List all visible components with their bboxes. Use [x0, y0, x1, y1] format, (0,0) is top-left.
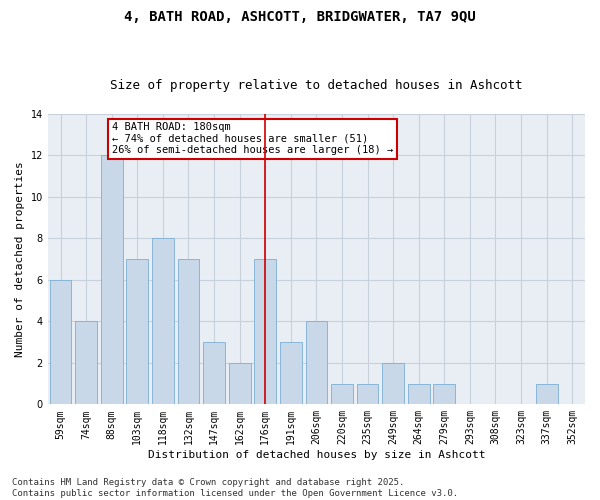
Bar [356, 384, 379, 404]
Y-axis label: Number of detached properties: Number of detached properties [15, 162, 25, 357]
Bar [101, 156, 122, 404]
Text: 4 BATH ROAD: 180sqm
← 74% of detached houses are smaller (51)
26% of semi-detach: 4 BATH ROAD: 180sqm ← 74% of detached ho… [112, 122, 393, 156]
Bar [536, 384, 557, 404]
Bar [433, 384, 455, 404]
Bar [305, 322, 327, 404]
Bar [178, 259, 199, 404]
Bar [331, 384, 353, 404]
Bar [408, 384, 430, 404]
Bar [50, 280, 71, 404]
Bar [152, 238, 174, 404]
Bar [280, 342, 302, 404]
Bar [382, 363, 404, 405]
X-axis label: Distribution of detached houses by size in Ashcott: Distribution of detached houses by size … [148, 450, 485, 460]
Title: Size of property relative to detached houses in Ashcott: Size of property relative to detached ho… [110, 79, 523, 92]
Text: 4, BATH ROAD, ASHCOTT, BRIDGWATER, TA7 9QU: 4, BATH ROAD, ASHCOTT, BRIDGWATER, TA7 9… [124, 10, 476, 24]
Bar [203, 342, 225, 404]
Bar [229, 363, 251, 405]
Bar [75, 322, 97, 404]
Text: Contains HM Land Registry data © Crown copyright and database right 2025.
Contai: Contains HM Land Registry data © Crown c… [12, 478, 458, 498]
Bar [254, 259, 276, 404]
Bar [127, 259, 148, 404]
